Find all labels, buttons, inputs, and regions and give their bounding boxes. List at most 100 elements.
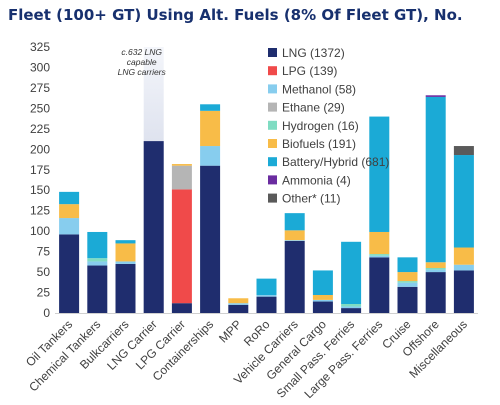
bar-segment <box>312 270 333 295</box>
y-tick-label: 325 <box>30 40 50 54</box>
legend: LNG (1372) LPG (139) Methanol (58) Ethane (… <box>268 46 389 206</box>
bar-segment <box>312 301 333 313</box>
bar-segment <box>453 146 474 156</box>
bar-segment <box>171 303 192 313</box>
bars <box>59 47 474 313</box>
legend-label: Methanol (58) <box>282 82 356 96</box>
bar-segment <box>425 272 446 313</box>
legend-swatch <box>268 193 277 203</box>
bar-segment <box>87 231 108 259</box>
bar-segment <box>453 270 474 313</box>
bar-segment <box>115 263 136 313</box>
bar-segment <box>341 308 362 313</box>
y-tick-label: 250 <box>30 101 50 115</box>
legend-label: Battery/Hybrid (681) <box>282 155 389 169</box>
legend-label: LPG (139) <box>282 64 337 78</box>
bar-segment <box>59 204 80 219</box>
legend-swatch <box>268 48 277 57</box>
bar-segment <box>87 261 108 266</box>
y-tick-label: 100 <box>30 224 50 238</box>
bar-segment <box>312 294 333 300</box>
legend-label: Other* (11) <box>282 192 340 206</box>
bar-segment <box>453 264 474 271</box>
y-tick-label: 0 <box>43 306 50 320</box>
bar-segment <box>115 243 136 262</box>
bar-segment <box>284 240 305 241</box>
bar-segment <box>341 241 362 304</box>
y-tick-label: 300 <box>30 60 50 74</box>
bar-segment <box>59 191 80 205</box>
y-tick-label: 75 <box>37 245 51 259</box>
bar-segment <box>228 298 249 304</box>
y-tick-label: 200 <box>30 142 50 156</box>
bar-segment <box>369 257 390 313</box>
bar-segment <box>200 165 221 313</box>
bar-segment <box>369 254 390 256</box>
legend-swatch <box>268 120 277 130</box>
y-tick-label: 50 <box>37 265 51 279</box>
bar-segment <box>59 234 80 313</box>
legend-swatch <box>268 175 277 185</box>
bar-segment <box>397 286 418 313</box>
bar-segment <box>453 155 474 248</box>
bar-segment <box>59 218 80 235</box>
bar-segment <box>284 240 305 313</box>
bar-segment <box>425 96 446 263</box>
annotation-text: LNG carriers <box>118 67 167 77</box>
bar-segment <box>228 304 249 313</box>
bar-segment <box>200 104 221 111</box>
x-tick-label: MPP <box>216 317 244 345</box>
bar-segment <box>256 294 277 297</box>
y-tick-label: 25 <box>37 286 51 300</box>
bar-segment <box>171 189 192 304</box>
bar-segment <box>425 95 446 97</box>
bar-segment <box>397 281 418 283</box>
annotation-text: c.632 LNG <box>121 47 162 57</box>
bar-segment <box>341 306 362 309</box>
y-tick-label: 125 <box>30 204 50 218</box>
legend-swatch <box>268 139 277 148</box>
bar-segment <box>115 240 136 244</box>
bar-segment <box>397 257 418 273</box>
legend-swatch <box>268 157 277 167</box>
legend-label: LNG (1372) <box>282 46 345 60</box>
legend-label: Biofuels (191) <box>282 137 356 151</box>
legend-label: Ammonia (4) <box>282 173 351 187</box>
bar-segment <box>453 247 474 265</box>
bar-segment <box>425 269 446 273</box>
legend-swatch <box>268 102 277 112</box>
y-tick-label: 225 <box>30 122 50 136</box>
bar-segment <box>256 278 277 295</box>
annotation-text: capable <box>127 57 157 67</box>
y-axis: 0 25 50 75 100 125 150 175 200 225 250 275 300 325 <box>30 40 478 320</box>
bar-segment <box>87 258 108 262</box>
bar-segment <box>143 141 164 313</box>
bar-segment <box>171 164 192 166</box>
bar-segment <box>171 165 192 190</box>
legend-swatch <box>268 84 277 94</box>
bar-segment <box>341 303 362 307</box>
legend-label: Ethane (29) <box>282 101 345 115</box>
y-tick-label: 150 <box>30 183 50 197</box>
bar-segment <box>369 231 390 255</box>
bar-segment <box>284 230 305 241</box>
bar-segment <box>228 303 249 305</box>
y-tick-label: 275 <box>30 81 50 95</box>
bar-segment <box>284 213 305 231</box>
bar-segment <box>312 299 333 302</box>
bar-segment <box>115 261 136 264</box>
legend-swatch <box>268 66 277 76</box>
bar-segment <box>369 116 390 232</box>
bar-segment <box>256 296 277 313</box>
bar-segment <box>425 267 446 270</box>
bar-segment <box>200 146 221 166</box>
bar-segment <box>369 255 390 258</box>
bar-segment <box>397 272 418 282</box>
bar-segment <box>425 262 446 268</box>
bar-segment <box>87 265 108 313</box>
legend-label: Hydrogen (16) <box>282 119 359 133</box>
bar-segment <box>200 110 221 147</box>
